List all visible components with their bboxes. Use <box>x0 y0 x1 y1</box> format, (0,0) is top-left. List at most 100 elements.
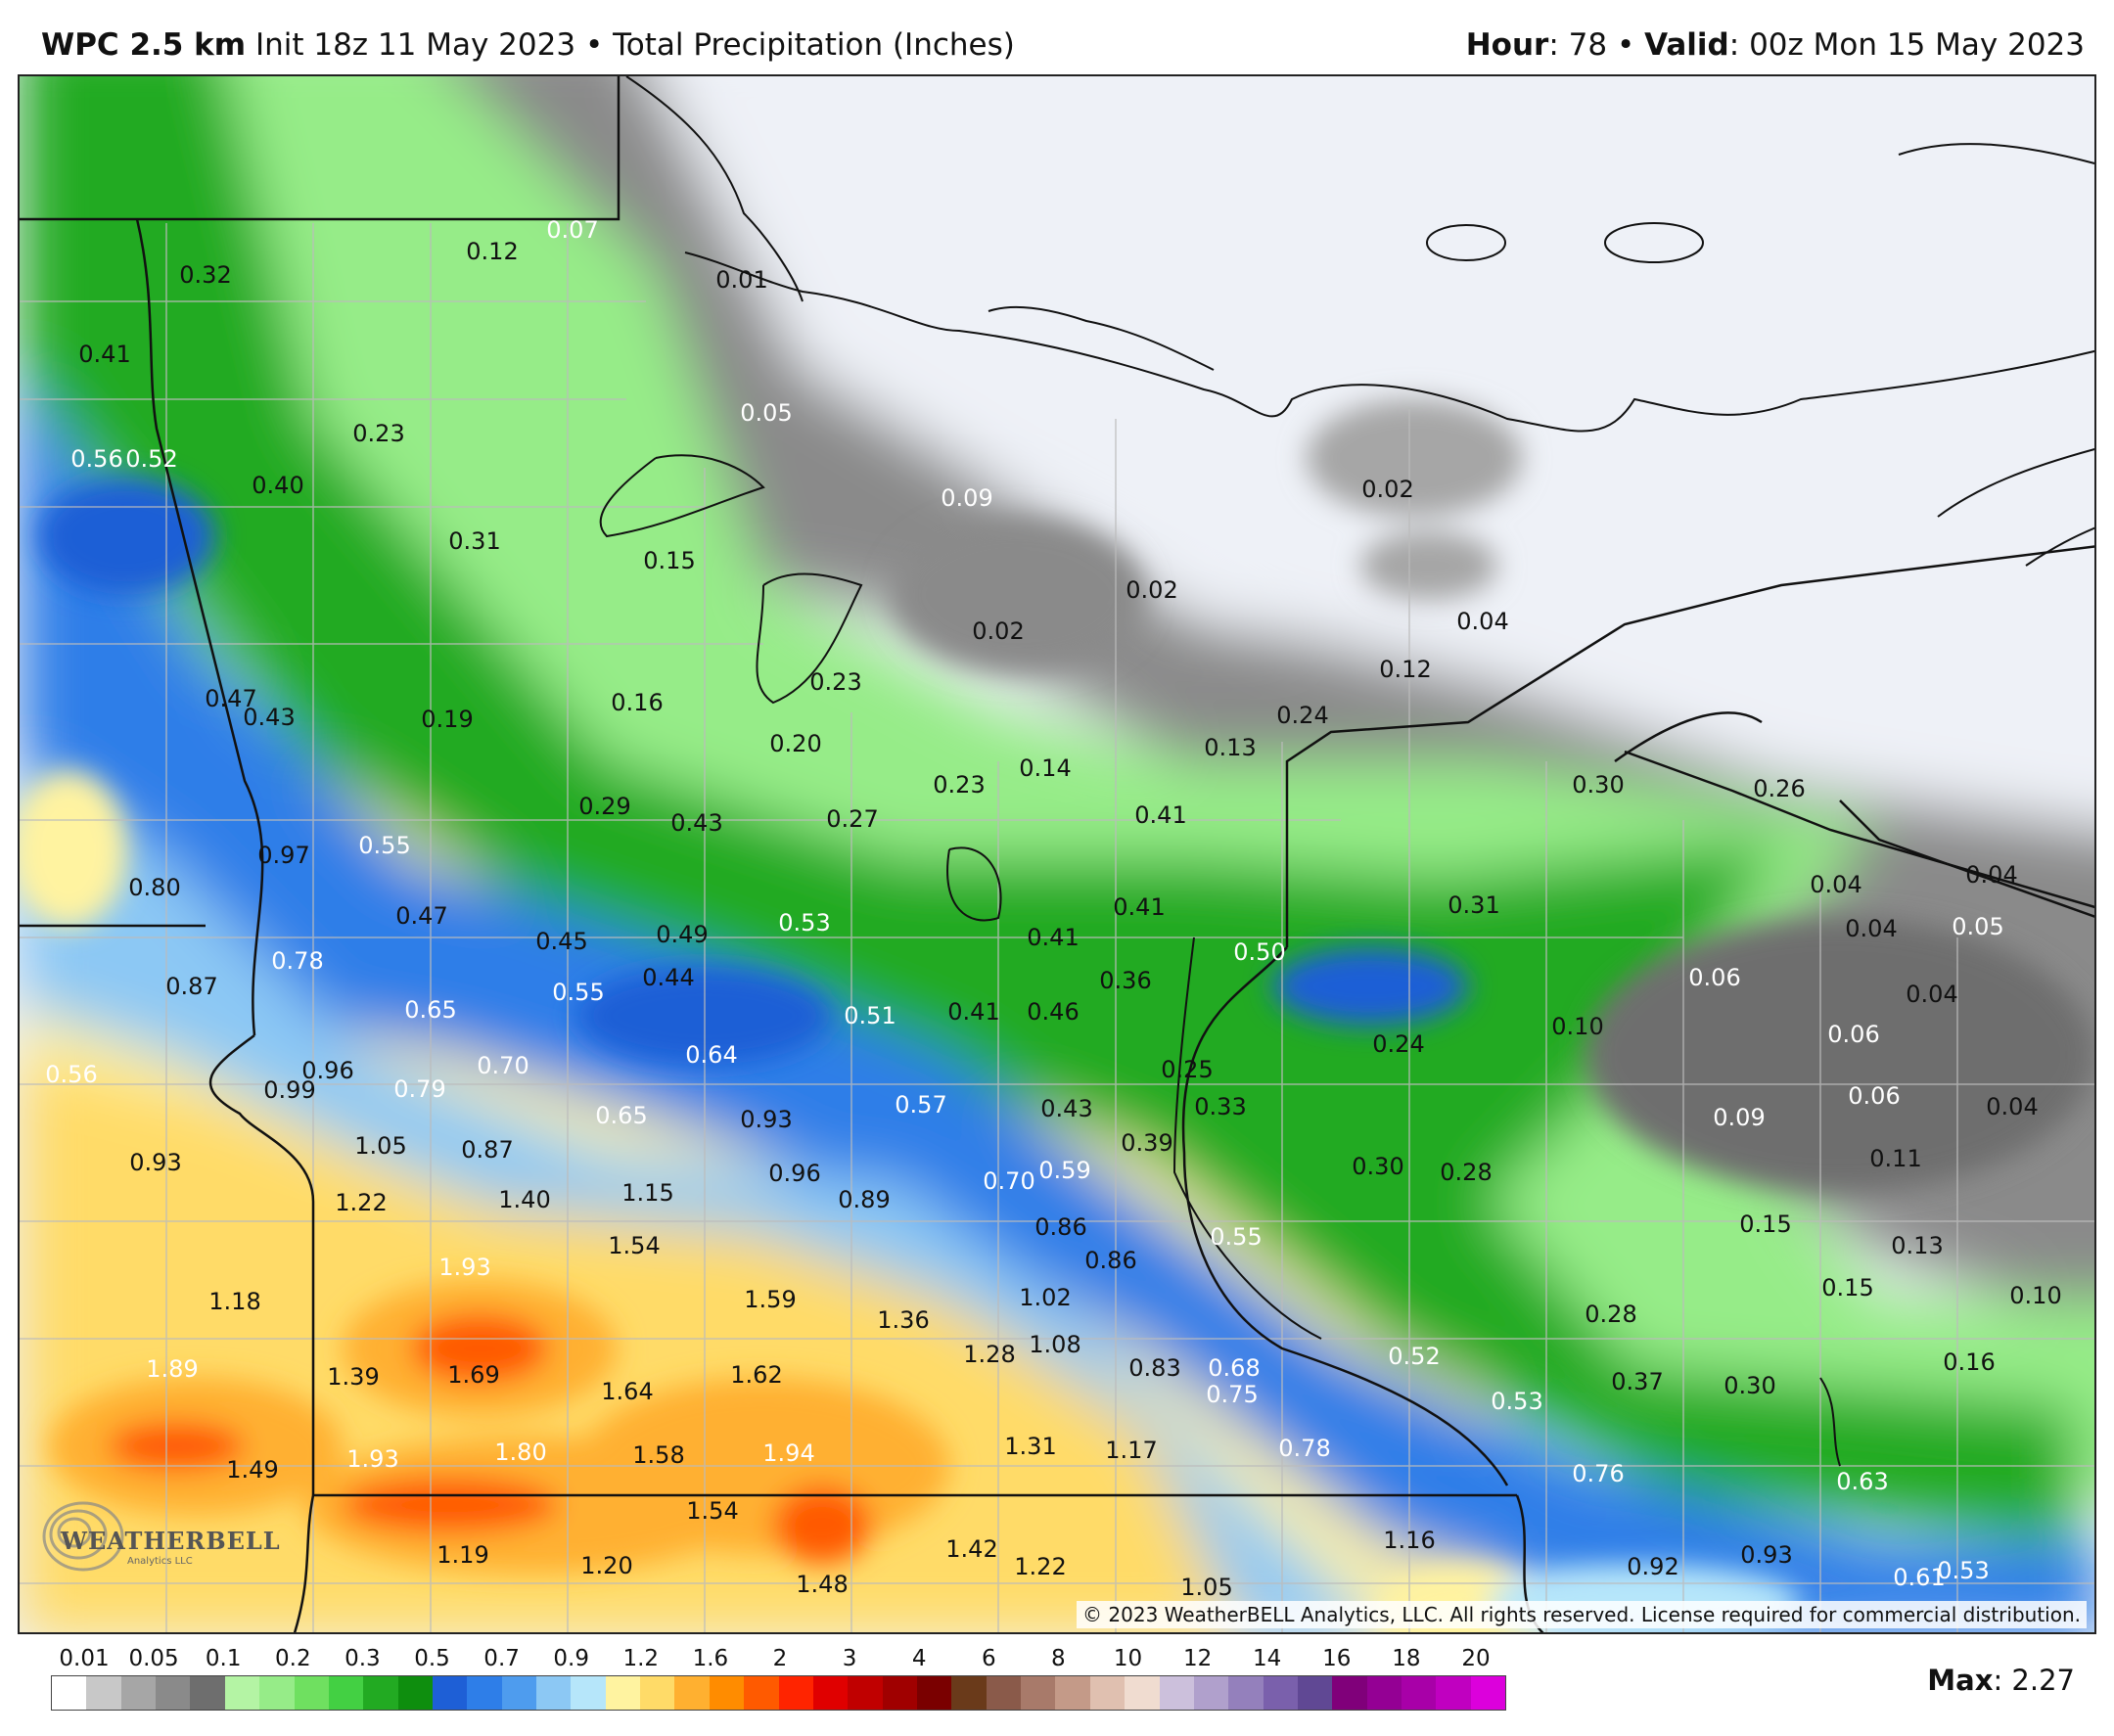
precip-value-label: 0.61 <box>1893 1564 1946 1591</box>
legend-color-cell <box>156 1676 191 1710</box>
legend-color-cell <box>328 1676 364 1710</box>
init-time: Init 18z 11 May 2023 <box>254 27 576 63</box>
precip-value-label: 0.04 <box>1456 608 1509 635</box>
precip-value-label: 1.54 <box>686 1497 739 1525</box>
map-field <box>20 76 2094 1632</box>
legend-color-cell <box>501 1676 537 1710</box>
precip-value-label: 0.24 <box>1276 702 1329 729</box>
precip-value-label: 0.65 <box>404 996 457 1024</box>
title-bullet: • <box>584 27 604 63</box>
precip-value-label: 0.28 <box>1585 1301 1637 1328</box>
legend-color-cell <box>1228 1676 1264 1710</box>
precip-value-label: 0.55 <box>1210 1223 1263 1251</box>
legend-tick-label: 10 <box>1113 1646 1143 1671</box>
precip-value-label: 0.30 <box>1572 771 1625 799</box>
legend-tick-label: 0.05 <box>128 1646 179 1671</box>
precip-value-label: 0.04 <box>1845 915 1898 942</box>
precip-value-label: 0.40 <box>252 472 304 499</box>
legend-color-cell <box>916 1676 952 1710</box>
max-number: : 2.27 <box>1993 1664 2075 1697</box>
legend-color-cell <box>1159 1676 1194 1710</box>
precip-value-label: 0.83 <box>1128 1354 1181 1382</box>
precip-value-label: 0.20 <box>769 730 822 757</box>
logo-text: WEATHERBELL <box>61 1527 281 1555</box>
legend-color-cell <box>674 1676 710 1710</box>
precip-value-label: 0.25 <box>1161 1056 1214 1083</box>
precip-value-label: 0.14 <box>1019 754 1072 782</box>
precip-value-label: 0.23 <box>933 771 986 799</box>
legend-color-cell <box>1263 1676 1298 1710</box>
precip-value-label: 0.06 <box>1848 1082 1901 1110</box>
precip-value-label: 0.23 <box>809 668 862 696</box>
precip-value-label: 0.36 <box>1099 967 1152 994</box>
precip-value-label: 0.96 <box>768 1160 821 1187</box>
precip-value-label: 1.59 <box>744 1286 797 1313</box>
precip-value-label: 0.53 <box>1937 1557 1990 1584</box>
legend-tick-label: 0.7 <box>483 1646 520 1671</box>
precip-value-label: 1.16 <box>1383 1527 1436 1554</box>
legend-color-cell <box>951 1676 987 1710</box>
precip-value-label: 0.27 <box>826 805 879 833</box>
precip-value-label: 0.06 <box>1827 1021 1880 1048</box>
weatherbell-logo: WEATHERBELL Analytics LLC <box>29 1478 280 1585</box>
valid-time: Hour: 78 • Valid: 00z Mon 15 May 2023 <box>1466 27 2085 63</box>
legend-tick-labels: 0.01 0.05 0.1 0.2 0.3 0.5 0.7 0.9 1.2 1.6 2 3 4 6 8 10 1… <box>51 1646 1519 1675</box>
model-name: WPC 2.5 km <box>41 27 247 63</box>
precip-value-label: 0.39 <box>1121 1129 1173 1157</box>
legend-color-cell <box>432 1676 468 1710</box>
precip-value-label: 0.11 <box>1869 1145 1922 1172</box>
valid-label: Valid <box>1644 27 1729 63</box>
legend-color-cell <box>812 1676 849 1710</box>
legend-tick-label: 14 <box>1253 1646 1282 1671</box>
precip-value-label: 0.97 <box>257 842 310 869</box>
precip-value-label: 0.02 <box>1126 576 1178 604</box>
precip-value-label: 0.78 <box>1278 1435 1331 1462</box>
legend-color-cell <box>1402 1676 1437 1710</box>
legend-color-cell <box>52 1676 87 1710</box>
precip-value-label: 1.31 <box>1004 1433 1057 1460</box>
precip-value-label: 0.41 <box>947 998 1000 1026</box>
precip-value-label: 0.12 <box>466 238 519 265</box>
precip-value-label: 1.54 <box>608 1232 661 1259</box>
precip-value-label: 1.20 <box>580 1552 633 1579</box>
precip-value-label: 0.70 <box>477 1052 529 1079</box>
precip-value-label: 0.12 <box>1379 656 1432 683</box>
precip-value-label: 0.02 <box>1361 476 1414 503</box>
precip-value-label: 0.24 <box>1372 1030 1425 1058</box>
precip-value-label: 0.06 <box>1688 964 1741 991</box>
legend-color-cell <box>86 1676 121 1710</box>
precip-value-label: 0.87 <box>165 973 218 1000</box>
precip-value-label: 1.36 <box>877 1306 930 1334</box>
precip-value-label: 1.93 <box>346 1445 399 1473</box>
legend-tick-label: 0.3 <box>345 1646 381 1671</box>
precip-value-label: 0.07 <box>546 216 599 244</box>
legend-tick-label: 1.6 <box>692 1646 729 1671</box>
legend-color-cell <box>120 1676 157 1710</box>
legend-tick-label: 8 <box>1051 1646 1066 1671</box>
legend-color-cell <box>1055 1676 1090 1710</box>
precip-value-label: 1.18 <box>208 1288 261 1315</box>
precip-value-label: 1.58 <box>632 1441 685 1469</box>
legend-color-cell <box>1297 1676 1333 1710</box>
precip-value-label: 0.26 <box>1753 775 1806 802</box>
precipitation-map[interactable]: 0.07 0.12 0.32 0.01 0.41 0.05 0.23 0.56 0.52 0.40… <box>18 74 2096 1634</box>
precip-value-label: 0.47 <box>205 685 257 712</box>
copyright-notice: © 2023 WeatherBELL Analytics, LLC. All r… <box>1077 1601 2087 1628</box>
precip-value-label: 0.37 <box>1611 1368 1664 1395</box>
legend-tick-label: 20 <box>1461 1646 1491 1671</box>
precip-value-label: 0.43 <box>1040 1095 1093 1122</box>
legend-color-cell <box>536 1676 572 1710</box>
legend-color-cell <box>294 1676 329 1710</box>
legend-color-cell <box>986 1676 1022 1710</box>
precip-value-label: 0.23 <box>352 420 405 447</box>
legend-color-cell <box>1470 1676 1506 1710</box>
field-name: Total Precipitation (Inches) <box>613 27 1015 63</box>
precip-value-label: 1.69 <box>447 1361 500 1389</box>
precip-value-label: 0.01 <box>715 266 768 294</box>
legend-color-cell <box>190 1676 225 1710</box>
legend-color-cell <box>259 1676 295 1710</box>
precip-value-label: 0.86 <box>1034 1213 1087 1241</box>
precip-value-label: 0.75 <box>1206 1381 1259 1408</box>
precip-value-label: 0.53 <box>778 909 831 937</box>
precip-value-label: 1.80 <box>494 1439 547 1466</box>
